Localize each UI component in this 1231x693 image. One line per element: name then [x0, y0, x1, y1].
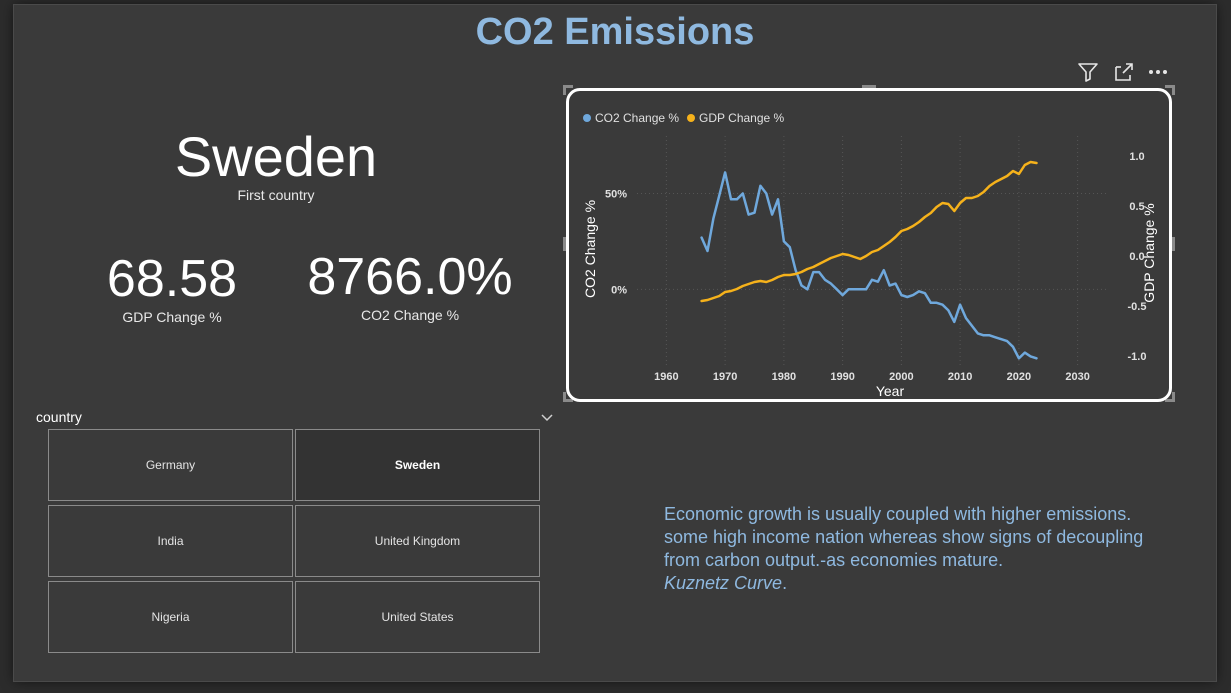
y2-tick-label: 0.5 — [1129, 201, 1144, 213]
selection-handle[interactable] — [862, 85, 876, 88]
legend-item-gdp[interactable]: GDP Change % — [687, 111, 784, 125]
x-tick-label: 1980 — [772, 371, 796, 383]
legend-label-gdp: GDP Change % — [699, 111, 785, 125]
legend-swatch-gdp — [687, 114, 696, 122]
insight-text: Economic growth is usually coupled with … — [664, 504, 1144, 570]
insight-text-box: Economic growth is usually coupled with … — [664, 503, 1164, 595]
gdp-change-value: 68.58 — [106, 250, 238, 308]
legend-label-co2: CO2 Change % — [595, 111, 680, 125]
x-tick-label: 2000 — [889, 371, 913, 383]
chart-plot: 1960 1970 1980 1990 2000 2010 2020 2030 0% 50% -1.… — [582, 136, 1157, 399]
selection-handle[interactable] — [563, 399, 573, 402]
x-tick-label: 2010 — [948, 371, 972, 383]
x-tick-label: 2030 — [1065, 371, 1089, 383]
first-country-value: Sweden — [174, 125, 378, 188]
y2-tick-label: 0.0 — [1129, 251, 1144, 263]
co2-change-line — [700, 171, 1038, 360]
slicer-item-united-kingdom[interactable]: United Kingdom — [295, 505, 540, 577]
legend-item-co2[interactable]: CO2 Change % — [583, 111, 679, 125]
selection-handle[interactable] — [563, 85, 566, 95]
selection-handle[interactable] — [1172, 85, 1175, 95]
slicer-item-united-states[interactable]: United States — [295, 581, 540, 653]
visual-header-toolbar — [1074, 61, 1184, 83]
y-tick-label: 0% — [611, 284, 627, 296]
first-country-caption: First country — [237, 187, 315, 203]
selection-handle[interactable] — [1165, 85, 1175, 88]
co2-change-value: 8766.0% — [307, 248, 513, 306]
co2-gdp-line-chart[interactable]: CO2 Change % GDP Change % 1960 1970 1980 19… — [566, 88, 1172, 402]
co2-change-caption: CO2 Change % — [360, 307, 460, 323]
selection-handle[interactable] — [563, 237, 566, 251]
y2-tick-label: -0.5 — [1128, 301, 1147, 313]
selection-handle[interactable] — [1172, 392, 1175, 402]
y2-axis-title: GDP Change % — [1141, 203, 1157, 302]
first-country-card: Sweden First country — [144, 125, 408, 203]
y-tick-label: 50% — [605, 189, 627, 201]
gdp-change-caption: GDP Change % — [122, 309, 222, 325]
y-axis-title: CO2 Change % — [582, 200, 598, 298]
selection-handle[interactable] — [563, 392, 566, 402]
slicer-item-sweden[interactable]: Sweden — [295, 429, 540, 501]
gdp-change-card: 68.58 GDP Change % — [62, 251, 282, 325]
insight-tail: . — [782, 573, 788, 593]
legend-swatch-co2 — [583, 114, 591, 122]
chart-legend: CO2 Change % GDP Change % — [583, 111, 784, 125]
report-canvas: CO2 Emissions Sweden First country 68.58… — [14, 5, 1216, 681]
insight-emphasis: Kuznetz Curve — [664, 573, 783, 593]
country-slicer-title: country — [36, 409, 82, 425]
co2-change-card: 8766.0% CO2 Change % — [270, 249, 550, 323]
gdp-change-line — [700, 160, 1038, 303]
chevron-down-icon[interactable] — [540, 411, 554, 425]
y2-tick-label: -1.0 — [1128, 351, 1147, 363]
filter-icon[interactable] — [1076, 61, 1100, 83]
slicer-item-nigeria[interactable]: Nigeria — [48, 581, 293, 653]
x-tick-label: 1990 — [830, 371, 854, 383]
x-axis-title: Year — [876, 383, 905, 399]
more-options-icon[interactable] — [1146, 61, 1170, 83]
country-slicer-header: country — [36, 409, 554, 429]
slicer-item-germany[interactable]: Germany — [48, 429, 293, 501]
selection-handle[interactable] — [1165, 399, 1175, 402]
x-tick-label: 2020 — [1007, 371, 1031, 383]
y2-tick-label: 1.0 — [1129, 151, 1144, 163]
selection-handle[interactable] — [1172, 237, 1175, 251]
report-title: CO2 Emissions — [475, 11, 755, 53]
selection-handle[interactable] — [563, 85, 573, 88]
focus-mode-icon[interactable] — [1112, 61, 1136, 83]
slicer-item-india[interactable]: India — [48, 505, 293, 577]
x-tick-label: 1970 — [713, 371, 737, 383]
country-slicer: Germany Sweden India United Kingdom Nige… — [48, 429, 542, 653]
x-tick-label: 1960 — [654, 371, 678, 383]
